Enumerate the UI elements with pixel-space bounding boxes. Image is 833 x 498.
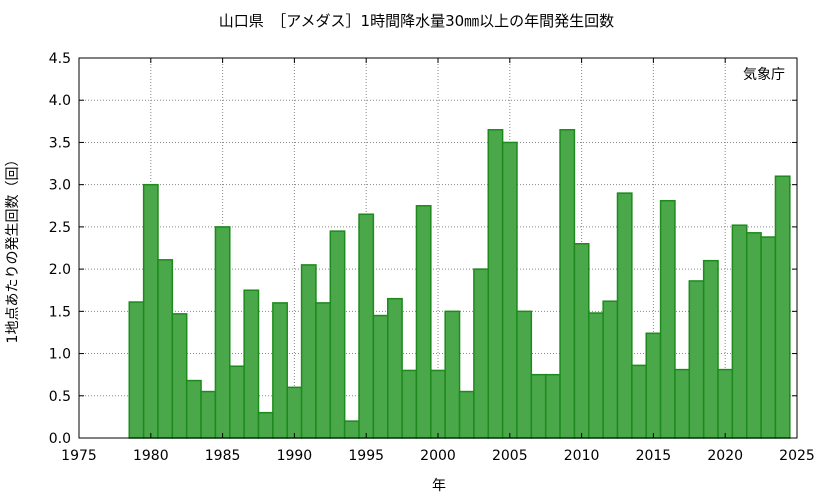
x-tick-label: 1980	[133, 448, 169, 464]
x-tick-label: 1995	[348, 448, 384, 464]
bar-2004	[487, 129, 504, 439]
x-tick-label: 2015	[636, 448, 672, 464]
bar-2001	[444, 310, 461, 439]
bar-2024	[774, 175, 791, 439]
x-axis-label: 年	[432, 478, 446, 494]
bar-2008	[544, 373, 561, 439]
bar-1980	[142, 183, 159, 439]
x-tick-label: 2025	[779, 448, 815, 464]
bar-1987	[243, 289, 260, 439]
y-tick-label: 4.5	[49, 51, 71, 67]
x-tick-label: 1975	[61, 448, 97, 464]
bar-1979	[128, 301, 145, 439]
bar-2011	[588, 312, 604, 439]
bar-1999	[415, 205, 432, 439]
bar-1988	[257, 411, 274, 439]
y-tick-label: 0.5	[49, 389, 71, 405]
bar-1983	[185, 379, 202, 439]
bar-1985	[214, 226, 231, 439]
bar-2019	[702, 259, 719, 439]
x-tick-label: 2010	[564, 448, 600, 464]
bar-2021	[731, 224, 748, 439]
y-tick-label: 0.0	[49, 431, 71, 447]
bar-1991	[300, 264, 317, 439]
y-tick-label: 1.5	[49, 304, 71, 320]
bar-1995	[358, 213, 375, 439]
bar-2015	[645, 332, 662, 439]
source-label: 気象庁	[743, 67, 785, 83]
y-tick-label: 2.5	[49, 220, 71, 236]
bar-2005	[501, 141, 518, 439]
y-tick-label: 3.0	[49, 178, 71, 194]
bar-2023	[760, 236, 777, 439]
axis-ticks: 1975 1980 1985 1990 1995 2000 2005 2010 2015 2020…	[49, 51, 815, 464]
bar-2018	[688, 280, 705, 439]
bar-1993	[329, 230, 346, 439]
bar-2022	[745, 232, 762, 439]
bar-1986	[229, 365, 245, 439]
bar-2013	[616, 192, 633, 439]
bar-1990	[286, 386, 303, 439]
x-tick-label: 1985	[205, 448, 241, 464]
y-tick-label: 1.0	[49, 347, 71, 363]
bar-1998	[401, 369, 418, 439]
bar-2017	[674, 368, 691, 439]
x-tick-label: 2000	[420, 448, 456, 464]
x-tick-label: 1990	[277, 448, 313, 464]
y-tick-label: 3.5	[49, 135, 71, 151]
y-tick-label: 4.0	[49, 93, 71, 109]
bar-2009	[559, 129, 576, 439]
bar-1981	[157, 259, 174, 439]
bar-1984	[200, 390, 217, 439]
bar-2016	[659, 199, 676, 439]
x-tick-label: 2020	[707, 448, 743, 464]
bar-2000	[430, 369, 446, 439]
bar-1997	[386, 297, 403, 439]
bars	[128, 129, 791, 439]
chart-title: 山口県 ［アメダス］1時間降水量30㎜以上の年間発生回数	[218, 12, 615, 30]
bar-2002	[458, 390, 475, 439]
bar-1989	[272, 302, 288, 439]
bar-1996	[372, 314, 389, 439]
bar-2003	[473, 268, 490, 439]
bar-2006	[516, 310, 533, 439]
bar-2020	[717, 368, 734, 439]
y-tick-label: 2.0	[49, 262, 71, 278]
x-tick-label: 2005	[492, 448, 528, 464]
bar-1992	[315, 302, 332, 439]
bar-2010	[573, 243, 590, 439]
bar-2012	[602, 300, 619, 439]
bar-1982	[171, 313, 188, 439]
bar-2014	[631, 364, 647, 439]
bar-1994	[343, 420, 360, 439]
bar-2007	[530, 373, 547, 439]
